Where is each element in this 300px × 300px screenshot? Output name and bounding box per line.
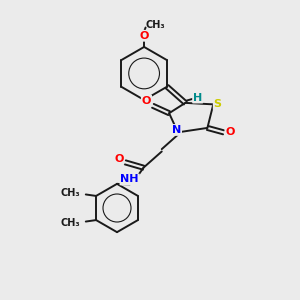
Text: O: O	[142, 95, 151, 106]
Text: N: N	[172, 125, 181, 135]
Text: CH₃: CH₃	[61, 218, 80, 228]
Text: O: O	[225, 127, 235, 137]
Text: NH: NH	[120, 174, 139, 184]
Text: CH₃: CH₃	[146, 20, 165, 30]
Text: H: H	[193, 93, 202, 103]
Text: CH₃: CH₃	[61, 188, 80, 198]
Text: O: O	[140, 31, 149, 41]
Text: S: S	[214, 99, 222, 110]
Text: O: O	[114, 154, 124, 164]
